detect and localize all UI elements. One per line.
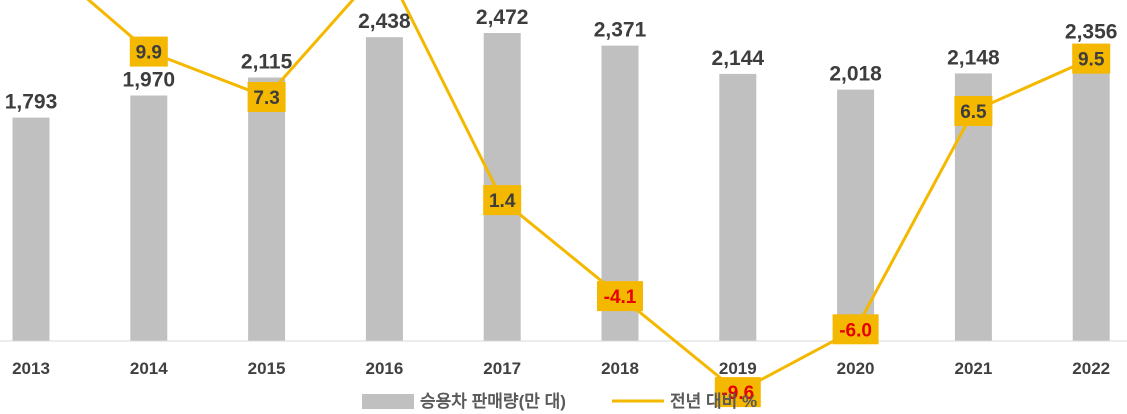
bar [837, 89, 875, 341]
bar-data-label: 2,148 [947, 46, 1000, 69]
line-data-label-box [1072, 43, 1111, 74]
line-series [86, 0, 1092, 394]
bar-data-label: 1,793 [5, 91, 58, 114]
x-tick-label: 2015 [248, 359, 286, 378]
line-data-label-box [597, 281, 643, 312]
x-tick-label: 2020 [837, 359, 875, 378]
line-layer [86, 0, 1092, 394]
x-tick-label: 2013 [12, 359, 50, 378]
line-data-label: -9.6 [721, 383, 754, 404]
line-labels-layer: 15.79.97.314.91.4-4.1-9.6-6.06.59.5 [129, 36, 1111, 408]
x-tick-label: 2016 [365, 359, 403, 378]
legend-bar-swatch [362, 394, 414, 409]
line-data-label-box [954, 96, 993, 126]
bar [365, 37, 403, 341]
line-data-label: 9.9 [136, 43, 162, 64]
bar-data-label: 2,472 [476, 6, 529, 29]
bar-data-label: 1,970 [123, 69, 176, 92]
bar [248, 77, 286, 341]
legend: 승용차 판매량(만 대) 전년 대비 % [362, 392, 757, 411]
line-data-label: 6.5 [960, 102, 987, 123]
line-data-label-box [129, 36, 168, 67]
x-tick-label: 2021 [954, 359, 992, 378]
legend-line-label: 전년 대비 % [670, 392, 757, 411]
x-tick-label: 2018 [601, 359, 639, 378]
bar [130, 95, 168, 341]
bar-data-label: 2,438 [358, 10, 411, 33]
x-tick-label: 2022 [1072, 359, 1110, 378]
bar [719, 73, 757, 342]
bar-data-label: 2,356 [1065, 21, 1118, 44]
legend-bar-label: 승용차 판매량(만 대) [420, 392, 566, 411]
x-tick-label: 2014 [130, 359, 168, 378]
line-data-label-box [832, 314, 879, 345]
bar-labels-layer: 1,793 1,970 2,115 2,438 2,472 2,371 2,144 2,018… [5, 6, 1118, 114]
line-data-label: 1.4 [489, 191, 516, 212]
bar [12, 117, 50, 341]
bar-data-label: 2,018 [829, 63, 882, 86]
bar-data-label: 2,371 [594, 19, 647, 42]
line-data-label: 9.5 [1078, 50, 1105, 71]
line-data-label-box [483, 185, 522, 216]
line-data-label: -6.0 [839, 320, 872, 341]
bars-layer [12, 33, 1110, 342]
x-tick-label: 2019 [719, 359, 757, 378]
x-tick-label: 2017 [483, 359, 521, 378]
line-data-label: 7.3 [253, 88, 279, 109]
bar-data-label: 2,144 [712, 47, 765, 70]
x-ticks-layer: 2013 2014 2015 2016 2017 2018 2019 2020 2021 2022 [12, 359, 1110, 378]
bar-data-label: 2,115 [241, 51, 293, 74]
line-data-label-box [714, 377, 761, 408]
line-data-label: -4.1 [604, 287, 637, 308]
bar [1072, 47, 1110, 341]
line-data-label-box [247, 82, 286, 112]
